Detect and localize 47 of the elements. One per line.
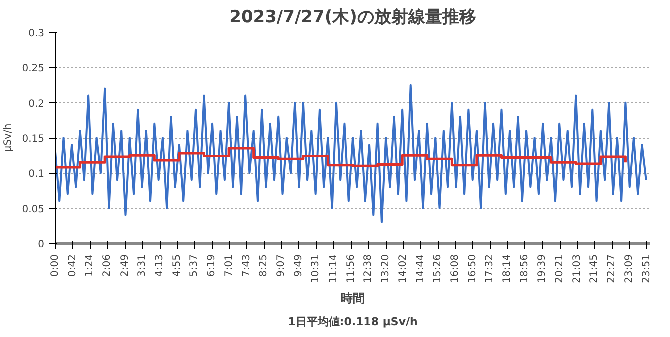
x-tick-label: 7:01 [224,254,235,277]
x-tick-label: 2:49 [120,254,131,277]
x-tick-label: 13:20 [380,254,392,284]
x-tick-label: 15:26 [432,254,444,284]
y-tick-label: 0.2 [28,98,45,110]
x-tick-label: 4:55 [172,254,183,277]
x-tick-label: 10:31 [310,254,322,284]
x-tick-label: 9:49 [293,254,304,277]
x-tick-label: 11:56 [346,254,357,284]
x-tick-label: 0:00 [50,254,61,277]
x-tick-label: 19:39 [537,254,548,284]
y-tick-label: 0.3 [28,28,45,40]
x-tick-label: 14:02 [398,254,409,284]
x-tick-label: 18:56 [519,254,530,284]
x-tick-label: 6:19 [206,254,218,277]
x-tick-label: 23:51 [641,254,652,284]
line-series [56,84,648,224]
x-tick-label: 11:14 [328,254,340,284]
x-tick-label: 12:38 [363,254,374,284]
x-tick-label: 23:09 [624,254,635,284]
chart-title: 2023/7/27(木)の放射線量推移 [230,8,476,28]
x-tick-label: 7:43 [241,254,252,277]
y-tick-label: 0.25 [22,64,44,75]
x-tick-label: 0:42 [67,254,78,277]
x-tick-label: 2:06 [102,254,114,277]
y-tick-label: 0.1 [28,169,45,180]
x-tick-label: 4:13 [154,254,166,277]
text: 1日平均値:0.118 μSv/h [288,316,418,328]
x-tick-label: 14:44 [415,254,426,284]
x-tick-label: 21:45 [589,254,600,284]
y-axis-title: μSv/h [3,124,14,152]
x-tick-label: 3:31 [137,254,148,277]
x-tick-label: 16:08 [450,254,461,284]
x-tick-label: 20:21 [554,254,566,284]
x-tick-label: 22:27 [606,254,618,284]
x-tick-label: 5:37 [189,254,200,277]
x-tick-label: 16:50 [467,254,478,284]
y-tick-label: 0.05 [22,204,44,216]
y-tick-label: 0.15 [22,134,44,145]
y-tick-label: 0 [38,240,45,250]
x-tick-label: 17:32 [484,254,496,284]
x-tick-label: 8:25 [258,254,270,277]
x-tick-label: 9:07 [276,254,288,277]
x-axis-title: 時間 [341,291,365,306]
x-tick-label: 1:24 [84,254,96,277]
x-tick-label: 21:03 [572,254,583,284]
x-tick-label: 18:14 [502,254,514,284]
